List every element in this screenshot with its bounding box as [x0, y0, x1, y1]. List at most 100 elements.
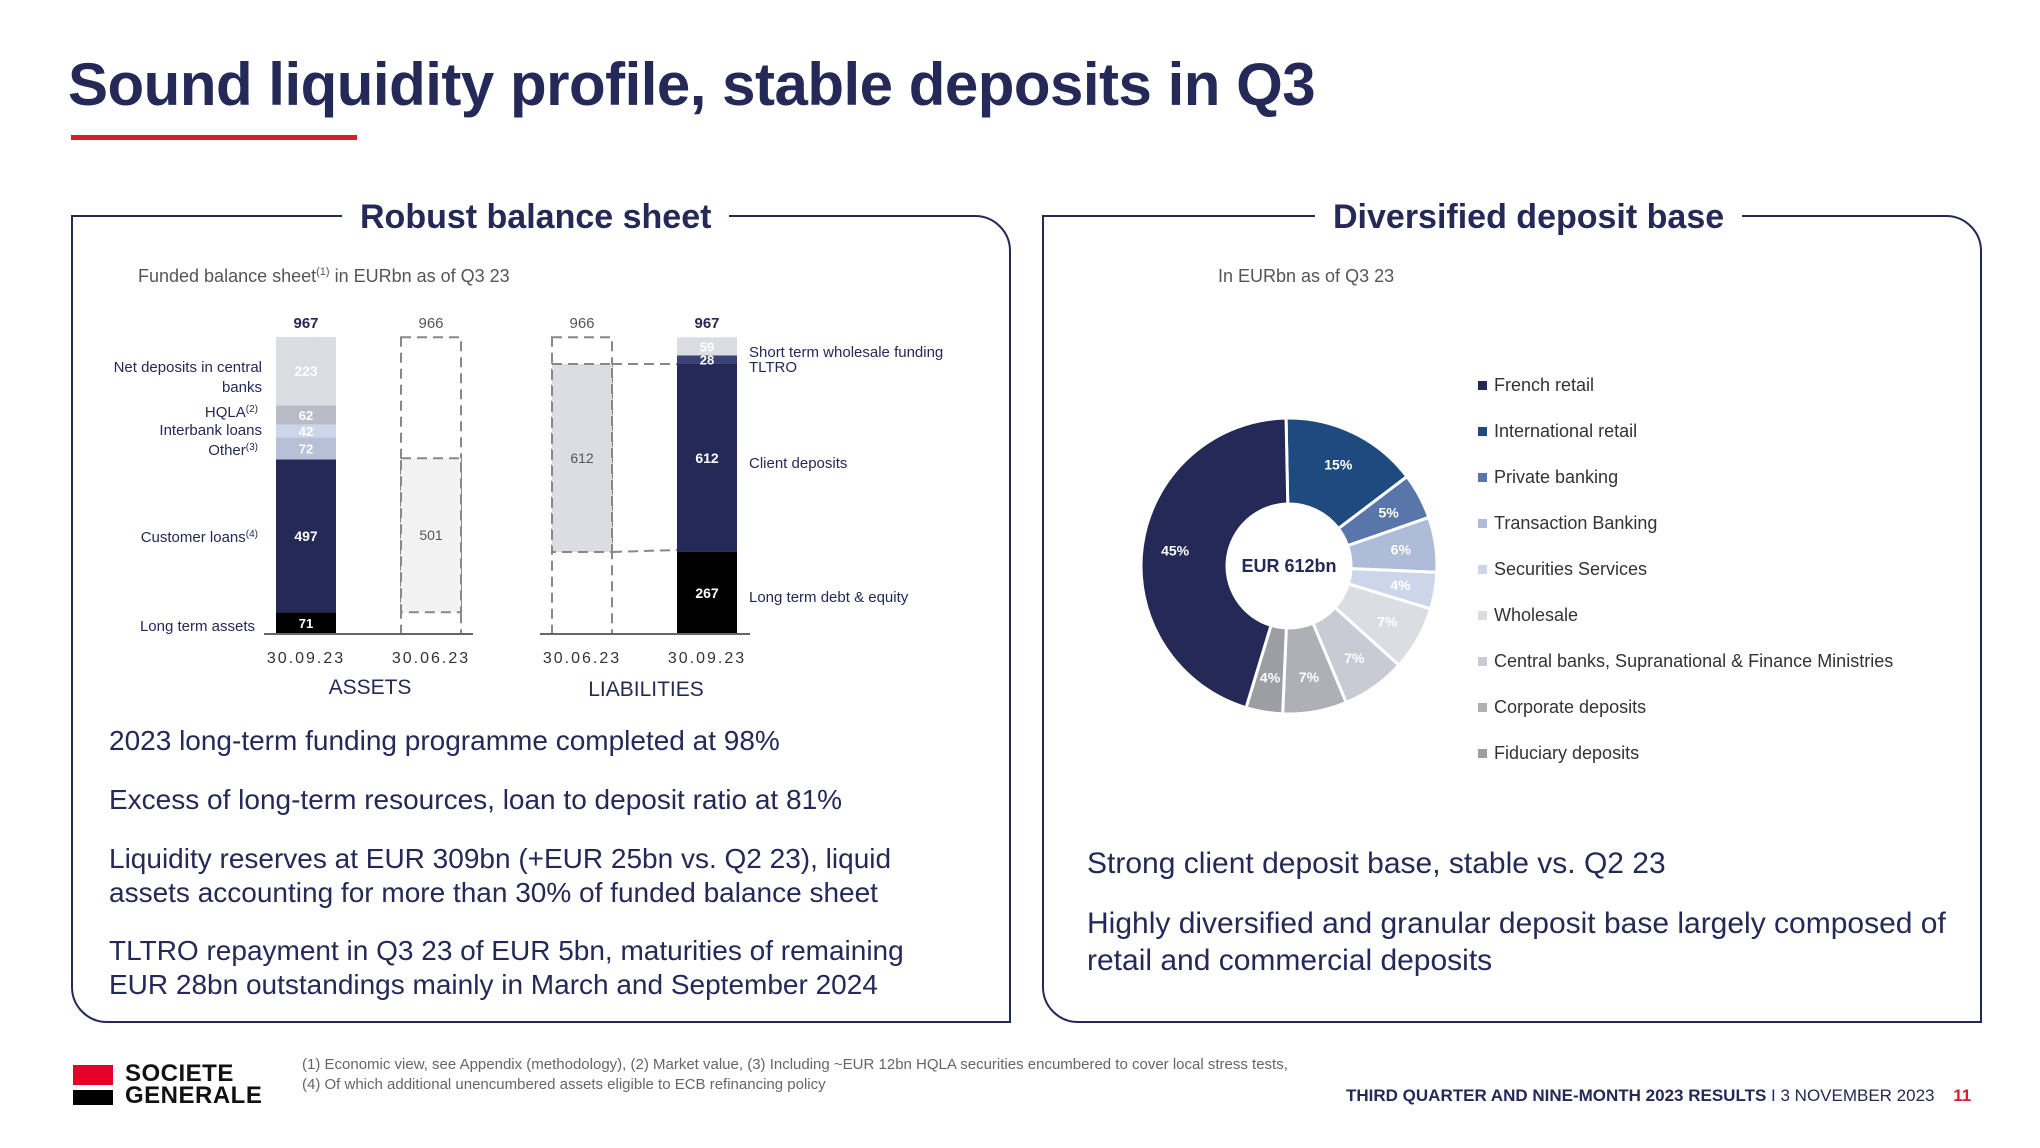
donut-center-label: EUR 612bn	[1241, 556, 1336, 576]
bullet-client-deposit-base: Strong client deposit base, stable vs. Q…	[1087, 847, 1666, 880]
segment-customer-loans	[276, 459, 336, 613]
legend-item: Wholesale	[1478, 603, 1893, 627]
x-tick-label: 30.09.23	[267, 650, 345, 667]
donut-slice	[1284, 416, 1410, 531]
value-label-customer-loans: 497	[294, 528, 318, 544]
legend-label: Fiduciary deposits	[1494, 742, 1640, 763]
connector-client-deposits-bottom	[611, 548, 678, 553]
legend-swatch	[1478, 380, 1487, 390]
company-logo: SOCIETE GENERALE	[73, 1060, 263, 1109]
legend-swatch	[1478, 564, 1487, 574]
slide-title: Sound liquidity profile, stable deposits…	[68, 51, 1316, 118]
value-label-long-term-assets: 71	[299, 616, 313, 631]
legend-swatch	[1478, 610, 1487, 620]
label-other: Other(3)	[208, 442, 258, 459]
segment-long-term-debt-equity	[677, 551, 737, 634]
value-label-interbank-loans: 42	[299, 424, 313, 439]
label-short-term-wholesale-funding: Short term wholesale funding	[749, 344, 943, 361]
legend-item: Fiduciary deposits	[1478, 741, 1893, 765]
footnote-line1: (1) Economic view, see Appendix (methodo…	[302, 1056, 1288, 1073]
bullet-diversified-deposit-base: Highly diversified and granular deposit …	[1087, 907, 1946, 977]
label-customer-loans-sup: (4)	[246, 529, 258, 540]
label-hqla: HQLA(2)	[205, 404, 258, 421]
legend-label: Transaction Banking	[1494, 512, 1658, 533]
donut-slice-label: 45%	[1161, 542, 1190, 558]
value-label-short-term-wholesale-funding: 59	[700, 339, 714, 354]
legend-swatch	[1478, 748, 1487, 758]
balance-sheet-panel	[71, 215, 1011, 1023]
legend-item: International retail	[1478, 419, 1893, 443]
donut-slice-label: 4%	[1390, 577, 1411, 593]
x-tick-label: 30.06.23	[392, 650, 470, 667]
donut-slice-label: 15%	[1324, 456, 1353, 472]
value-label-hqla: 62	[299, 408, 313, 423]
legend-swatch	[1478, 426, 1487, 436]
deposit-base-panel-title: Diversified deposit base	[1315, 198, 1743, 237]
bar-connector-lines	[611, 362, 678, 553]
label-hqla-sup: (2)	[246, 404, 258, 415]
donut-slice-label: 6%	[1391, 542, 1412, 558]
logo-text-line1: SOCIETE	[125, 1060, 234, 1087]
legend-item: Private banking	[1478, 465, 1893, 489]
label-interbank-loans: Interbank loans	[159, 422, 262, 439]
segment-tltro	[677, 355, 737, 364]
segment-client-deposits	[677, 363, 737, 552]
total-label: 967	[293, 315, 318, 332]
label-other-sup: (3)	[246, 442, 258, 453]
group-label-assets: ASSETS	[329, 676, 412, 699]
segment-customer-loans-q2	[400, 457, 462, 614]
page-number: 11	[1953, 1086, 1972, 1105]
legend-item: Securities Services	[1478, 557, 1893, 581]
value-label-client-deposits-q2: 612	[570, 450, 594, 466]
value-label-net-deposits-central-banks: 223	[294, 363, 318, 379]
legend-label: French retail	[1494, 374, 1595, 395]
legend-item: Corporate deposits	[1478, 695, 1893, 719]
bullet-liquidity-reserves: Liquidity reserves at EUR 309bn (+EUR 25…	[109, 843, 892, 908]
value-label-long-term-debt-equity: 267	[695, 585, 719, 601]
legend-label: Central banks, Supranational & Finance M…	[1494, 650, 1894, 671]
legend-swatch	[1478, 472, 1487, 482]
donut-slice-label: 4%	[1260, 669, 1281, 685]
label-long-term-assets: Long term assets	[140, 618, 255, 635]
bullet-long-term-resources: Excess of long-term resources, loan to d…	[109, 784, 843, 815]
legend-label: Wholesale	[1494, 604, 1579, 625]
label-long-term-debt-equity: Long term debt & equity	[749, 589, 909, 606]
total-label: 966	[418, 315, 443, 332]
balance-sheet-subtitle: Funded balance sheet(1) in EURbn as of Q…	[138, 266, 510, 286]
x-tick-label: 30.06.23	[543, 650, 621, 667]
bar-assets-30-06-23: 501	[400, 336, 462, 635]
bullet-funding-programme: 2023 long-term funding programme complet…	[109, 725, 780, 756]
segment-short-term-wholesale-funding	[677, 337, 737, 356]
legend-label: Corporate deposits	[1494, 696, 1647, 717]
legend-label: International retail	[1494, 420, 1638, 441]
logo-text-line2: GENERALE	[125, 1082, 263, 1109]
segment-hqla	[276, 405, 336, 425]
label-tltro: TLTRO	[749, 359, 797, 376]
value-label-client-deposits: 612	[695, 450, 719, 466]
legend-item: Transaction Banking	[1478, 511, 1893, 535]
legend-label: Private banking	[1494, 466, 1619, 487]
title-underline	[71, 135, 357, 140]
segment-long-term-assets	[276, 612, 336, 634]
footnote-line2: (4) Of which additional unencumbered ass…	[302, 1076, 826, 1093]
total-label: 967	[694, 315, 719, 332]
legend-item: French retail	[1478, 373, 1893, 397]
value-label-customer-loans-q2: 501	[419, 527, 443, 543]
footer-results-label: THIRD QUARTER AND NINE-MONTH 2023 RESULT…	[1346, 1086, 1972, 1105]
value-label-other: 72	[299, 441, 313, 456]
segment-net-deposits-central-banks	[276, 336, 336, 406]
value-label-tltro: 28	[700, 353, 714, 368]
deposit-legend: French retail International retail Private…	[1478, 373, 1893, 787]
segment-client-deposits-q2	[551, 362, 613, 553]
segment-other	[276, 437, 336, 460]
balance-sheet-panel-title: Robust balance sheet	[342, 198, 730, 237]
legend-swatch	[1478, 656, 1487, 666]
deposit-base-subtitle: In EURbn as of Q3 23	[1218, 266, 1395, 286]
legend-label: Securities Services	[1494, 558, 1648, 579]
logo-mark	[73, 1065, 113, 1105]
total-label: 966	[569, 315, 594, 332]
label-net-deposits-central-banks-line2: banks	[222, 379, 262, 396]
